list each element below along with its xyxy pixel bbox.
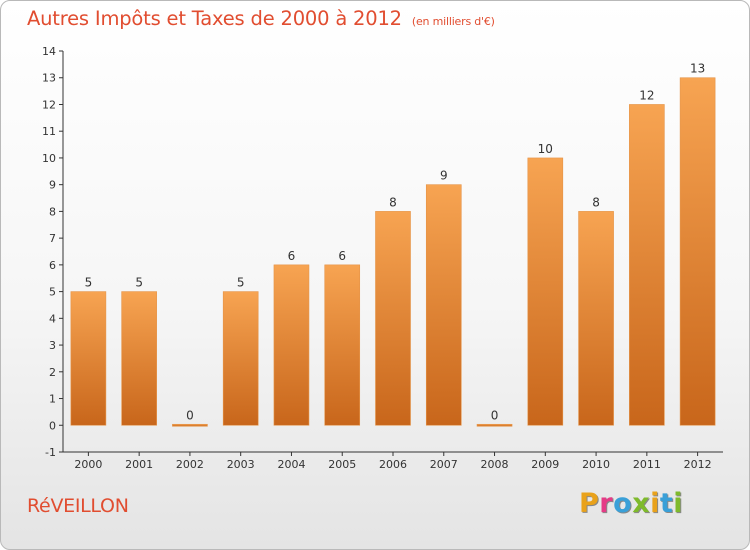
data-label-2004: 6 xyxy=(288,249,296,263)
y-tick-label: 2 xyxy=(49,366,56,379)
data-label-2007: 9 xyxy=(440,169,448,183)
proxiti-logo: Proxiti xyxy=(579,488,683,519)
bar-2001 xyxy=(121,291,157,426)
data-label-2003: 5 xyxy=(237,276,245,290)
y-tick-label: 3 xyxy=(49,339,56,352)
y-tick-label: 7 xyxy=(49,232,56,245)
bars xyxy=(70,77,716,427)
logo-letter: r xyxy=(599,488,614,519)
commune-name: RéVEILLON xyxy=(27,495,129,517)
x-tick-label: 2005 xyxy=(328,458,356,471)
y-tick-label: 1 xyxy=(49,393,56,406)
y-tick-label: 4 xyxy=(49,312,56,325)
data-label-2002: 0 xyxy=(186,408,194,422)
chart-title-text: Autres Impôts et Taxes de 2000 à 2012 xyxy=(27,7,402,30)
y-tick-label: 11 xyxy=(42,125,56,138)
logo-letter: t xyxy=(659,488,674,519)
data-label-2008: 0 xyxy=(491,408,499,422)
y-tick-label: 8 xyxy=(49,205,56,218)
y-tick-label: 12 xyxy=(42,98,56,111)
y-tick-label: 0 xyxy=(49,419,56,432)
bar-2010 xyxy=(578,211,614,426)
x-tick-label: 2006 xyxy=(379,458,407,471)
x-tick-label: 2012 xyxy=(684,458,712,471)
logo-letter: o xyxy=(613,488,633,519)
bar-2009 xyxy=(527,157,564,426)
data-label-2006: 8 xyxy=(389,195,397,209)
bar-2005 xyxy=(324,264,361,426)
data-label-2011: 12 xyxy=(639,88,654,102)
bar-2006 xyxy=(375,211,411,426)
x-tick-label: 2003 xyxy=(227,458,255,471)
x-tick-label: 2001 xyxy=(125,458,153,471)
bar-2002 xyxy=(172,423,208,427)
x-tick-label: 2002 xyxy=(176,458,204,471)
y-tick-label: 5 xyxy=(49,286,56,299)
y-tick-label: 13 xyxy=(42,72,56,85)
x-tick-label: 2007 xyxy=(430,458,458,471)
x-tick-label: 2004 xyxy=(277,458,305,471)
y-tick-label: 9 xyxy=(49,179,56,192)
chart-subtitle: (en milliers d'€) xyxy=(411,15,495,28)
logo-letter: x xyxy=(632,488,651,519)
logo-letter: P xyxy=(579,488,600,519)
x-tick-label: 2009 xyxy=(531,458,559,471)
data-label-2012: 13 xyxy=(690,62,705,76)
data-label-2010: 8 xyxy=(592,195,600,209)
x-tick-label: 2011 xyxy=(633,458,661,471)
data-label-2009: 10 xyxy=(538,142,553,156)
bar-2008 xyxy=(476,423,513,427)
y-tick-label: 10 xyxy=(42,152,56,165)
y-tick-label: 14 xyxy=(42,45,56,58)
x-tick-label: 2000 xyxy=(74,458,102,471)
data-label-2001: 5 xyxy=(135,276,143,290)
y-tick-label: -1 xyxy=(45,446,56,459)
bar-2007 xyxy=(425,184,462,426)
bar-2004 xyxy=(273,264,310,426)
x-tick-label: 2010 xyxy=(582,458,610,471)
bar-2000 xyxy=(70,291,107,426)
bar-2011 xyxy=(629,104,665,426)
data-label-2005: 6 xyxy=(338,249,346,263)
logo-letter: i xyxy=(673,488,684,519)
bar-2012 xyxy=(679,77,716,426)
bar-2003 xyxy=(222,291,259,426)
data-label-2000: 5 xyxy=(85,276,93,290)
data-labels: 5 5 0 5 6 6 8 9 0 10 8 12 13 xyxy=(85,62,706,423)
y-tick-label: 6 xyxy=(49,259,56,272)
x-tick-label: 2008 xyxy=(481,458,509,471)
logo-letter: i xyxy=(650,488,660,519)
chart-title: Autres Impôts et Taxes de 2000 à 2012 (e… xyxy=(27,7,495,30)
